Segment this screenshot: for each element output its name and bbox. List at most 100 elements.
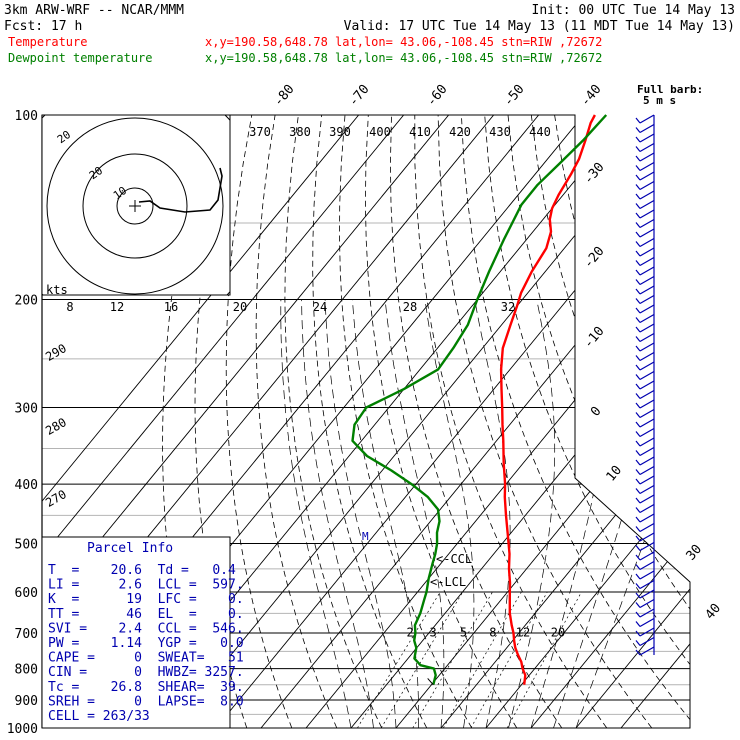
init-time: Init: 00 UTC Tue 14 May 13: [532, 3, 736, 18]
wind-barb: [639, 437, 655, 447]
wind-barb: [639, 598, 655, 609]
pressure-label: 600: [15, 586, 38, 601]
wind-barb: [639, 209, 655, 219]
speed-scale-label: 28: [403, 300, 417, 314]
wind-barb: [639, 541, 655, 552]
theta-e-label: 380: [289, 125, 311, 139]
isotherm-line: [42, 115, 360, 728]
dry-adiabat: [670, 115, 690, 728]
wind-barb: [639, 503, 655, 514]
forecast-hour: Fcst: 17 h: [4, 19, 82, 34]
hodograph-box: [41, 114, 231, 296]
wind-barb: [639, 389, 655, 400]
isotherm-label: -70: [346, 82, 373, 110]
isotherm-line: [42, 115, 405, 728]
wind-barb: [639, 408, 655, 419]
lcl-marker: <-LCL: [430, 575, 466, 589]
isotherm-label: -60: [424, 82, 451, 110]
wind-barb: [639, 133, 655, 143]
moist-adiabat: [508, 299, 556, 728]
hodograph-ring: [46, 117, 224, 295]
isotherm-line: [395, 115, 690, 728]
wind-barb: [639, 361, 655, 371]
wind-barb-flag: [635, 440, 641, 447]
wind-barb: [639, 636, 655, 647]
wind-barb: [639, 522, 655, 533]
wind-barb: [639, 589, 655, 599]
theta-e-label: 420: [449, 125, 471, 139]
dry-adiabat: [339, 115, 473, 728]
wind-barb-flag: [635, 393, 641, 399]
wind-barb: [639, 551, 655, 561]
wind-barb: [639, 285, 655, 295]
pressure-label: 200: [15, 294, 38, 309]
wind-barb-flag: [635, 459, 641, 466]
wind-barb-flag: [635, 250, 641, 257]
theta-label: 290: [43, 341, 69, 364]
ccl-marker: <-CCL: [436, 552, 472, 566]
wind-barb-flag: [635, 336, 641, 342]
wind-barb: [639, 532, 655, 542]
wind-barb-flag: [635, 649, 641, 656]
theta-e-label: 390: [329, 125, 351, 139]
wind-barb: [639, 608, 655, 618]
wind-barb-flag: [635, 497, 641, 504]
moist-adiabat: [530, 299, 611, 728]
valid-time: Valid: 17 UTC Tue 14 May 13 (11 MDT Tue …: [344, 19, 735, 34]
wind-barb-flag: [635, 269, 641, 276]
isotherm-line: [305, 115, 690, 728]
temperature-label: Temperature: [8, 35, 87, 49]
parcel-info-row: TT = 46 EL = 0.: [48, 607, 244, 622]
dry-adiabat: [461, 115, 690, 728]
wind-barb: [639, 114, 655, 124]
theta-e-label: 440: [529, 125, 551, 139]
wind-barb: [639, 475, 655, 485]
hodograph-ring-label: 20: [87, 164, 105, 182]
hodograph-trace: [138, 167, 223, 213]
wind-barb: [639, 332, 655, 343]
wind-barb-flag: [635, 383, 641, 390]
wind-barb: [639, 256, 655, 267]
dry-adiabat: [694, 115, 740, 728]
wind-barb-flag: [635, 364, 641, 371]
dry-adiabat: [600, 115, 690, 728]
wind-barb: [639, 370, 655, 381]
wind-barb-flag: [635, 298, 641, 304]
wind-barb-flag: [635, 640, 641, 646]
parcel-info-row: CAPE = 0 SWEAT= 51: [48, 651, 244, 666]
theta-label: 280: [43, 415, 69, 438]
wind-barb-flag: [635, 526, 641, 532]
wind-barb-flag: [635, 193, 641, 200]
wind-barb-flag: [635, 412, 641, 418]
wind-barb: [639, 152, 655, 162]
mixing-ratio-label: 20: [551, 626, 565, 640]
moist-adiabat: [301, 299, 374, 728]
barb-legend-full: Full barb:: [637, 83, 703, 96]
wind-barb: [639, 247, 655, 257]
isotherm-label: -40: [578, 82, 605, 110]
parcel-info-title: Parcel Info: [87, 541, 173, 556]
wind-barb-flag: [635, 602, 641, 608]
dewpoint-station-info: x,y=190.58,648.78 lat,lon= 43.06,-108.45…: [205, 51, 602, 65]
moist-adiabat: [424, 299, 475, 728]
theta-label: 270: [43, 487, 69, 510]
wind-barb: [639, 180, 655, 191]
wind-barb-flag: [635, 288, 641, 295]
wind-barb: [639, 560, 655, 571]
wind-barb-flag: [635, 212, 641, 219]
temperature-profile: [499, 114, 596, 685]
wind-barb-flag: [635, 146, 641, 152]
mixing-ratio-line: [442, 591, 522, 728]
isotherm-line: [485, 115, 690, 728]
wind-barb-flag: [635, 279, 641, 285]
dry-adiabat: [414, 115, 608, 728]
wind-barb: [639, 294, 655, 305]
wind-barb: [639, 190, 655, 200]
isotherm-label: -10: [581, 324, 608, 352]
wind-barb-flag: [635, 421, 641, 428]
wind-barb: [639, 617, 655, 628]
parcel-info-row: CIN = 0 HWBZ= 3257.: [48, 665, 244, 680]
dry-adiabat: [312, 115, 428, 728]
hodograph-ring: [82, 153, 188, 259]
isotherm-line: [440, 115, 690, 728]
